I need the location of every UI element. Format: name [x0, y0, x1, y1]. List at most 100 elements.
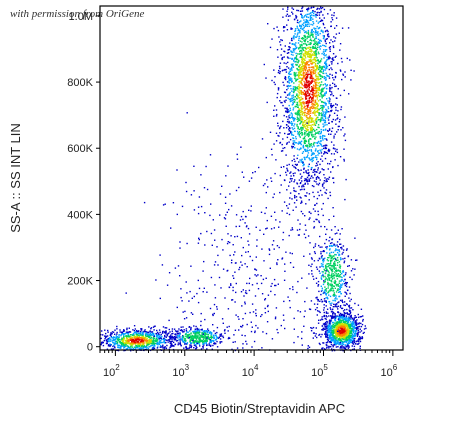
event-point — [359, 316, 361, 318]
event-point — [308, 142, 310, 145]
event-point — [340, 319, 343, 322]
event-point — [309, 127, 312, 129]
event-point — [196, 346, 198, 349]
event-point — [129, 335, 131, 338]
event-point — [308, 211, 311, 213]
event-point — [198, 330, 201, 333]
event-point — [302, 53, 304, 55]
event-point — [293, 18, 296, 21]
event-point — [346, 343, 349, 345]
event-point — [148, 346, 150, 348]
event-point — [328, 256, 330, 259]
event-point — [295, 54, 298, 57]
event-point — [323, 115, 326, 118]
event-point — [291, 78, 293, 80]
event-point — [306, 53, 308, 56]
event-point — [336, 148, 338, 151]
event-point — [141, 338, 143, 341]
event-point — [303, 101, 305, 104]
event-point — [353, 335, 355, 337]
event-point — [331, 109, 333, 112]
event-point — [198, 336, 201, 338]
event-point — [306, 95, 308, 97]
event-point — [329, 48, 331, 50]
event-point — [308, 131, 310, 133]
event-point — [324, 115, 326, 117]
event-point — [126, 336, 128, 339]
event-point — [336, 285, 338, 287]
event-point — [302, 160, 304, 163]
event-point — [359, 331, 361, 333]
event-point — [301, 38, 304, 40]
event-point — [340, 346, 342, 349]
event-point — [180, 326, 182, 328]
event-point — [326, 38, 328, 40]
event-point — [282, 81, 284, 84]
event-point — [348, 316, 350, 318]
event-point — [347, 328, 349, 330]
event-point — [206, 331, 208, 333]
event-point — [337, 305, 339, 307]
event-point — [318, 14, 321, 16]
event-point — [319, 66, 321, 69]
event-point — [120, 347, 122, 349]
event-point — [334, 75, 337, 78]
event-point — [301, 110, 304, 113]
event-point — [349, 341, 351, 344]
event-point — [162, 326, 165, 328]
event-point — [359, 338, 361, 341]
event-point — [326, 109, 328, 112]
event-point — [305, 67, 308, 69]
event-point — [120, 346, 122, 348]
event-point — [298, 149, 300, 151]
event-point — [178, 339, 180, 341]
event-point — [307, 117, 309, 119]
event-point — [182, 336, 185, 338]
event-point — [288, 122, 290, 124]
event-point — [328, 128, 331, 130]
event-point — [223, 330, 226, 332]
event-point — [297, 62, 299, 64]
event-point — [324, 116, 327, 118]
event-point — [314, 50, 316, 53]
event-point — [304, 54, 306, 57]
event-point — [313, 141, 315, 144]
event-point — [349, 334, 352, 337]
event-point — [159, 337, 161, 339]
event-point — [320, 278, 323, 280]
event-point — [310, 60, 312, 63]
event-point — [347, 342, 349, 345]
event-point — [296, 123, 298, 126]
event-point — [298, 39, 300, 41]
event-point — [347, 255, 349, 258]
event-point — [299, 99, 301, 101]
event-point — [105, 339, 107, 342]
event-point — [300, 103, 303, 106]
event-point — [335, 333, 337, 335]
event-point — [178, 335, 180, 337]
event-point — [280, 96, 282, 98]
event-point — [321, 90, 323, 93]
event-point — [190, 328, 192, 330]
event-point — [320, 290, 323, 292]
event-point — [325, 45, 327, 48]
event-point — [325, 321, 327, 324]
event-point — [320, 40, 322, 42]
event-point — [353, 70, 355, 72]
event-point — [332, 316, 334, 319]
event-point — [317, 150, 319, 152]
event-point — [310, 72, 312, 74]
event-point — [334, 329, 336, 331]
event-point — [127, 342, 129, 345]
event-point — [348, 310, 351, 312]
event-point — [137, 345, 140, 347]
event-point — [299, 142, 302, 144]
event-point — [333, 344, 336, 346]
event-point — [319, 70, 321, 73]
event-point — [302, 124, 304, 127]
event-point — [291, 80, 293, 82]
event-point — [307, 165, 310, 168]
event-point — [164, 342, 166, 344]
event-point — [293, 166, 295, 168]
event-point — [305, 139, 307, 142]
